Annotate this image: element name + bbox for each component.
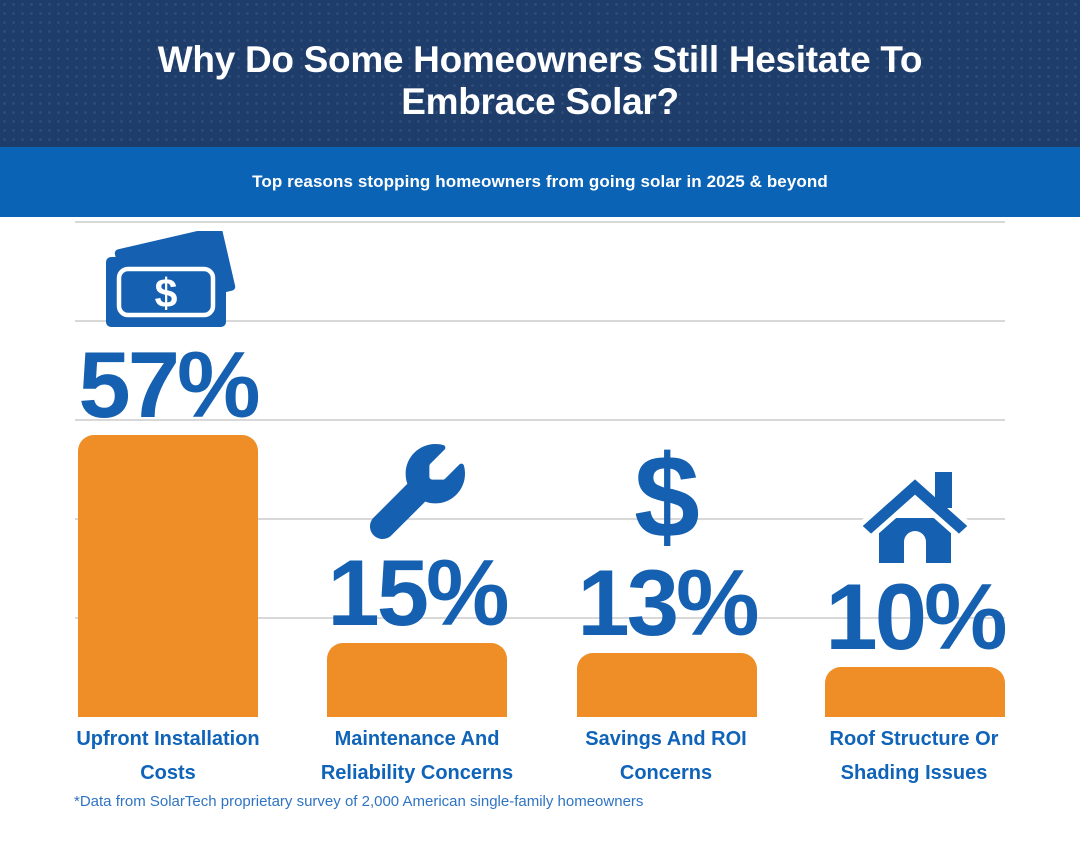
subtitle-band: Top reasons stopping homeowners from goi… (0, 147, 1080, 217)
gridline-60 (75, 419, 1005, 421)
bar-savings-roi (577, 653, 757, 717)
chart-column-upfront-costs: $ 57% (78, 226, 261, 717)
dollar-sign-icon: $ (634, 431, 700, 563)
money-bills-icon: $ (100, 226, 236, 331)
gridline-100 (75, 221, 1005, 223)
chart-column-savings-roi: $ 13% (577, 431, 760, 717)
chart-column-maintenance: 15% (327, 444, 510, 717)
gridline-80 (75, 320, 1005, 322)
gridline-40 (75, 518, 1005, 520)
source-footnote: *Data from SolarTech proprietary survey … (74, 793, 644, 810)
category-label-roof: Roof Structure Or Shading Issues (829, 728, 999, 784)
bar-roof (825, 667, 1005, 717)
value-label: 57% (78, 332, 260, 437)
bar-maintenance (327, 643, 507, 717)
bar-chart: $ 57% 15% $ 13% (0, 217, 1080, 717)
category-label-maintenance: Maintenance And Reliability Concerns (320, 728, 514, 784)
svg-text:$: $ (155, 270, 178, 316)
house-icon (855, 468, 975, 563)
header-banner: Why Do Some Homeowners Still Hesitate To… (0, 0, 1080, 147)
bar-upfront-costs (78, 435, 258, 717)
category-label-savings-roi: Savings And ROI Concerns (585, 728, 747, 784)
gridline-20 (75, 617, 1005, 619)
value-label: 13% (577, 550, 759, 655)
page-title: Why Do Some Homeowners Still Hesitate To… (157, 38, 923, 122)
chart-column-roof: 10% (825, 468, 1008, 717)
wrench-icon (369, 444, 465, 539)
value-label: 10% (825, 564, 1007, 669)
value-label: 15% (327, 540, 509, 645)
page-subtitle: Top reasons stopping homeowners from goi… (252, 172, 828, 191)
category-label-upfront-costs: Upfront Installation Costs (76, 728, 260, 784)
